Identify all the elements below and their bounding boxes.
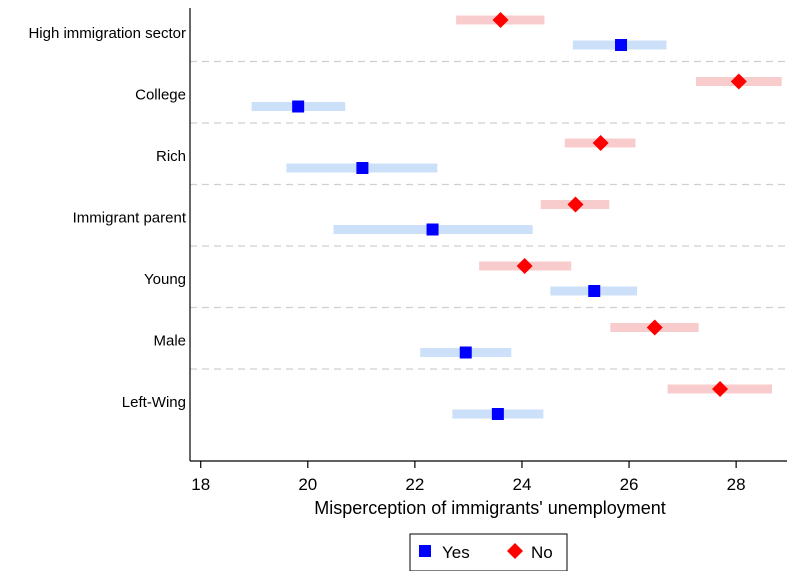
point-marker-yes <box>356 162 369 174</box>
x-axis-title: Misperception of immigrants' unemploymen… <box>314 498 666 518</box>
point-marker-no <box>516 258 533 274</box>
category-label: High immigration sector <box>28 25 186 42</box>
legend-yes-label: Yes <box>442 543 470 562</box>
legend: Yes No <box>409 533 568 571</box>
point-marker-yes <box>459 346 472 359</box>
point-marker-no <box>730 73 747 90</box>
point-marker-yes <box>426 223 439 236</box>
category-label: Young <box>144 271 186 288</box>
category-labels: High immigration sector College Rich Immigr… <box>28 25 186 411</box>
point-marker-yes <box>615 39 628 51</box>
category-label: College <box>135 87 186 104</box>
point-marker-no <box>592 135 609 151</box>
x-tick-label: 22 <box>405 475 424 494</box>
confidence-intervals <box>251 15 782 419</box>
point-marker-yes <box>491 408 504 420</box>
legend-no-label: No <box>531 543 553 562</box>
point-marker-no <box>646 319 663 336</box>
x-axis-ticks: 18 20 22 24 26 28 <box>191 461 746 494</box>
category-label: Immigrant parent <box>73 210 187 227</box>
point-marker-no <box>712 381 729 397</box>
point-marker-yes <box>588 285 601 297</box>
point-marker-yes <box>292 100 305 113</box>
point-marker-no <box>567 196 584 213</box>
category-label: Left-Wing <box>122 394 186 411</box>
category-label: Rich <box>156 148 186 165</box>
x-tick-label: 26 <box>620 475 639 494</box>
category-label: Male <box>153 333 186 350</box>
legend-yes-marker <box>419 545 431 557</box>
x-tick-label: 20 <box>298 475 317 494</box>
x-tick-label: 24 <box>513 475 532 494</box>
legend-box <box>409 533 568 571</box>
x-tick-label: 18 <box>191 475 210 494</box>
point-estimates <box>292 12 747 420</box>
point-marker-no <box>492 12 509 28</box>
x-tick-label: 28 <box>727 475 746 494</box>
category-separators <box>190 60 787 370</box>
legend-no-marker <box>507 543 523 559</box>
